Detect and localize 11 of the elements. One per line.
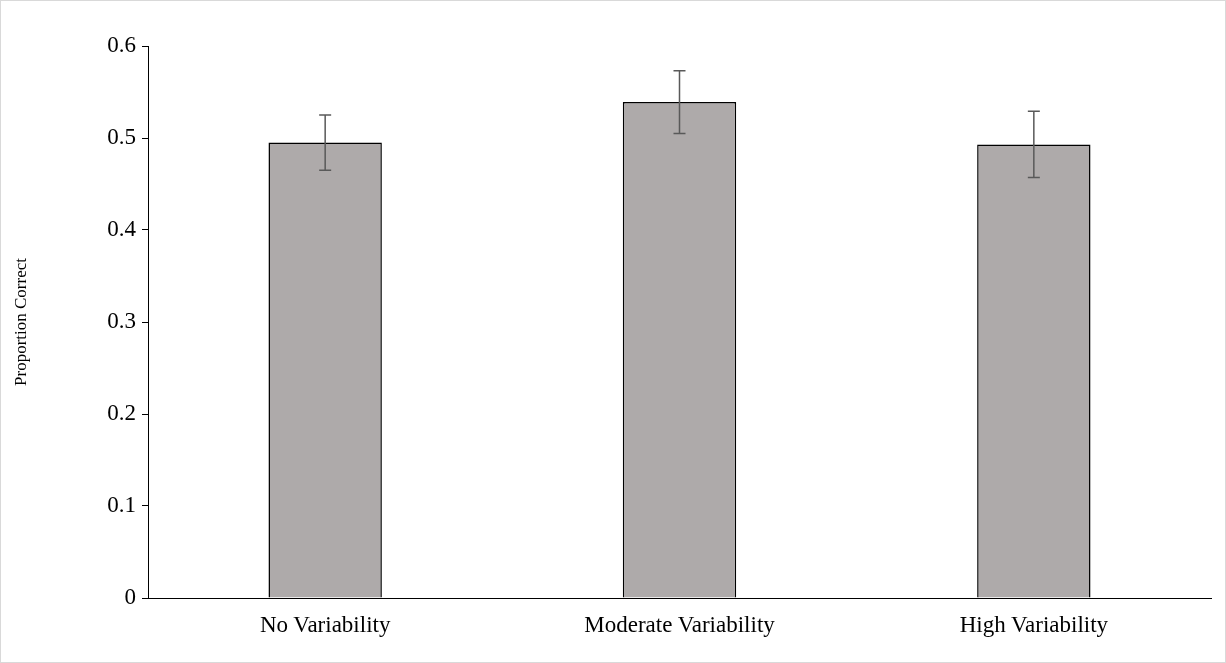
x-tick-label: Moderate Variability <box>584 611 776 637</box>
x-tick-label: High Variability <box>959 611 1109 637</box>
y-tick-label: 0 <box>124 584 136 610</box>
y-tick-label: 0.4 <box>107 216 137 242</box>
y-tick-label: 0.3 <box>107 308 136 334</box>
y-tick-label: 0.6 <box>107 32 136 58</box>
y-axis-title: Proportion Correct <box>10 257 30 386</box>
y-tick-label: 0.1 <box>107 492 136 518</box>
y-tick-label: 0.5 <box>107 124 136 150</box>
y-tick-label: 0.2 <box>107 400 136 426</box>
x-tick-label: No Variability <box>259 611 391 637</box>
